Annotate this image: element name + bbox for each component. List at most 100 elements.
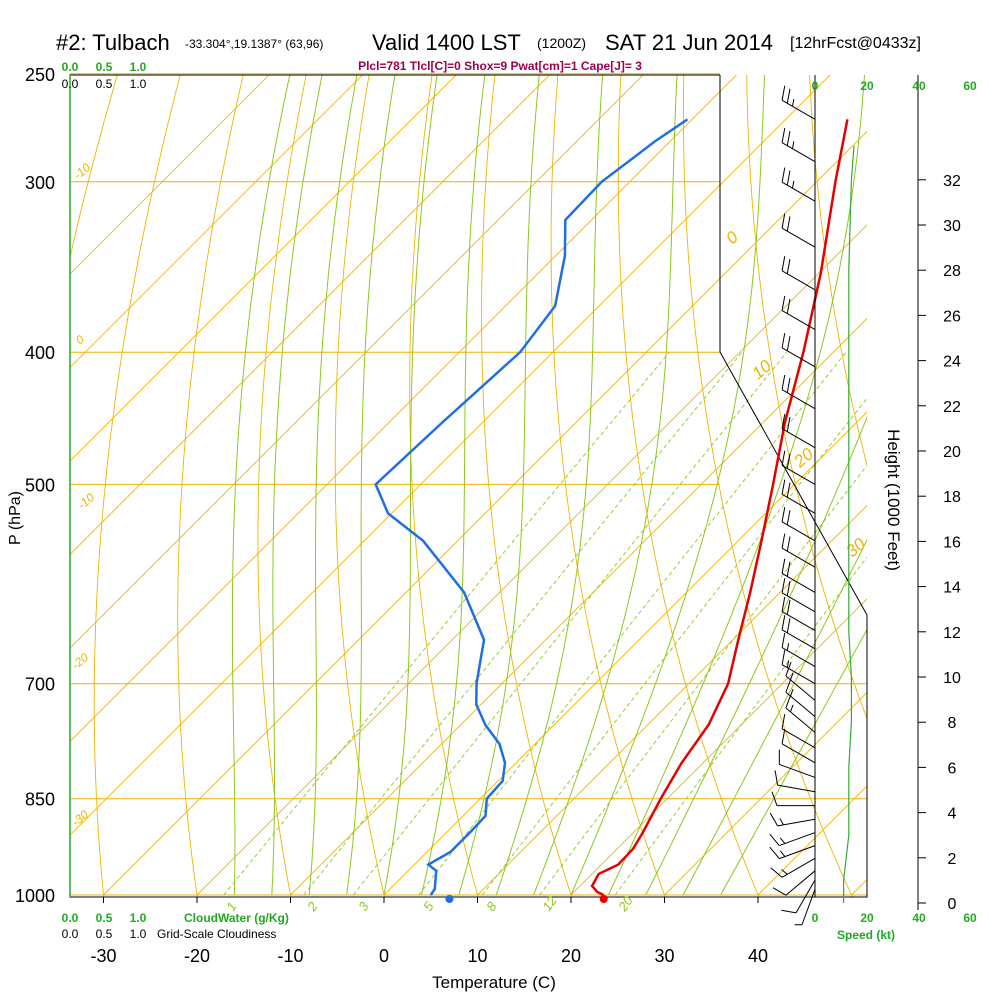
wind-barb-half-feather [779, 850, 786, 857]
wind-barb-feather [786, 377, 791, 393]
wind-barb [781, 167, 816, 202]
cloud-water-tick-label: 0.5 [96, 911, 113, 925]
wind-barb-feather [785, 678, 792, 693]
wind-barb [781, 596, 816, 632]
wind-barb-staff [795, 879, 816, 914]
dewpoint-profile-line [374, 118, 689, 896]
wind-barb-feather [786, 417, 791, 432]
isotherm-label: 20 [790, 444, 818, 472]
wind-barb-half-feather [781, 869, 788, 875]
wind-barb-staff [801, 888, 816, 925]
dry-adiabat-line [257, 75, 307, 897]
isotherm-label: -10 [75, 490, 98, 512]
wind-barb [781, 578, 816, 613]
height-tick-label: 14 [943, 580, 961, 597]
isotherm-label: 0 [722, 227, 742, 248]
wind-barb [772, 870, 816, 896]
wind-barb-staff [777, 784, 816, 793]
wind-barb-feather [772, 887, 787, 896]
surface-dewpoint-marker [445, 895, 454, 903]
pressure-tick-label: 850 [25, 790, 55, 810]
wind-barb-feather [781, 649, 786, 665]
wind-barb-half-feather [790, 672, 794, 680]
isotherm-line [70, 75, 364, 369]
wind-barb-staff [781, 181, 816, 202]
dry-adiabat-line [809, 75, 867, 467]
height-tick-label: 12 [943, 625, 961, 642]
wind-barb [781, 729, 816, 764]
moist-adiabat-line [231, 75, 291, 896]
isotherm-line [851, 878, 867, 896]
wind-barb-feather [781, 213, 786, 229]
wind-barb-staff [781, 611, 816, 632]
wind-barb [781, 714, 816, 749]
background-clip-group [70, 75, 867, 897]
site-coords: -33.304°,19.1387° (63,96) [185, 37, 323, 51]
mixing-ratio-label: 8 [483, 899, 500, 914]
pressure-tick-label: 250 [25, 65, 55, 85]
pressure-tick-label: 300 [25, 173, 55, 193]
valid-date: SAT 21 Jun 2014 [605, 30, 773, 55]
isotherm-line [70, 75, 270, 275]
speed-tick-label: 20 [860, 911, 874, 925]
wind-barb-feather [781, 558, 786, 574]
wind-barb-feather [781, 414, 786, 429]
wind-barb-feather [781, 596, 786, 612]
wind-barb-feather [786, 536, 791, 552]
wind-barb [769, 832, 816, 847]
wind-barb-feather [769, 812, 779, 827]
mixing-ratio-line [539, 464, 867, 896]
isotherm-line [477, 504, 867, 896]
isotherm-label: -20 [69, 650, 92, 672]
dry-adiabat-line [177, 75, 244, 897]
wind-barb [794, 888, 816, 926]
moist-adiabat-line [682, 538, 867, 896]
pressure-tick-label: 700 [25, 675, 55, 695]
temperature-tick-label: -10 [277, 946, 303, 966]
cloudiness-scale-label: Grid-Scale Cloudiness [157, 927, 276, 941]
wind-barb-staff [779, 832, 816, 847]
wind-barb [781, 374, 816, 410]
cloudiness-tick-label: 0.0 [62, 927, 79, 941]
wind-barb-feather [781, 374, 786, 390]
cloud-water-tick-label: 1.0 [130, 60, 147, 74]
moist-adiabat-line [607, 75, 866, 896]
wind-barb-staff [785, 675, 816, 701]
mixing-ratio-line [352, 351, 788, 896]
height-tick-label: 6 [948, 760, 957, 777]
wind-barb-staff [779, 763, 816, 778]
wind-barb-feather [781, 167, 786, 183]
speed-tick-label: 60 [963, 911, 977, 925]
temperature-tick-label: 10 [467, 946, 487, 966]
wind-barb [781, 879, 816, 914]
height-tick-label: 26 [943, 308, 961, 325]
dry-adiabat-line [682, 75, 853, 897]
temperature-tick-label: -20 [184, 946, 210, 966]
height-tick-label: 8 [948, 715, 957, 732]
wind-barb [781, 632, 816, 667]
temperature-tick-label: -30 [90, 946, 116, 966]
wind-barb-feather [786, 259, 791, 274]
pressure-tick-label: 400 [25, 343, 55, 363]
wind-barb-feather [781, 333, 786, 348]
wind-barb-half-feather [779, 837, 786, 844]
temperature-axis-label: Temperature (C) [432, 973, 556, 992]
dry-adiabat-line [334, 75, 385, 897]
wind-barb-feather [786, 130, 791, 146]
wind-barb [785, 661, 816, 701]
height-tick-label: 20 [943, 444, 961, 461]
site-title: #2: Tulbach [56, 30, 170, 55]
wind-barb [781, 213, 816, 248]
wind-barb-feather [785, 661, 792, 677]
wind-barb [781, 649, 816, 685]
mixing-ratio-label: 5 [420, 899, 437, 914]
wind-barb-staff [781, 728, 816, 749]
wind-barb-staff [785, 707, 816, 733]
mixing-ratio-label: 2 [304, 899, 321, 915]
height-tick-label: 30 [943, 218, 961, 235]
speed-tick-label: 40 [912, 79, 926, 93]
cloud-water-tick-label: 0.5 [96, 60, 113, 74]
speed-tick-label: 0 [812, 79, 819, 93]
